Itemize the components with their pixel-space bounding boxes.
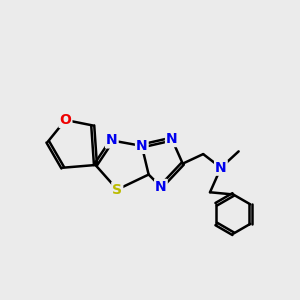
Text: N: N — [136, 139, 148, 153]
Text: N: N — [215, 161, 227, 175]
Text: N: N — [166, 132, 178, 146]
Text: N: N — [155, 180, 167, 194]
Text: N: N — [106, 134, 118, 148]
Text: O: O — [59, 113, 71, 127]
Text: S: S — [112, 182, 122, 197]
